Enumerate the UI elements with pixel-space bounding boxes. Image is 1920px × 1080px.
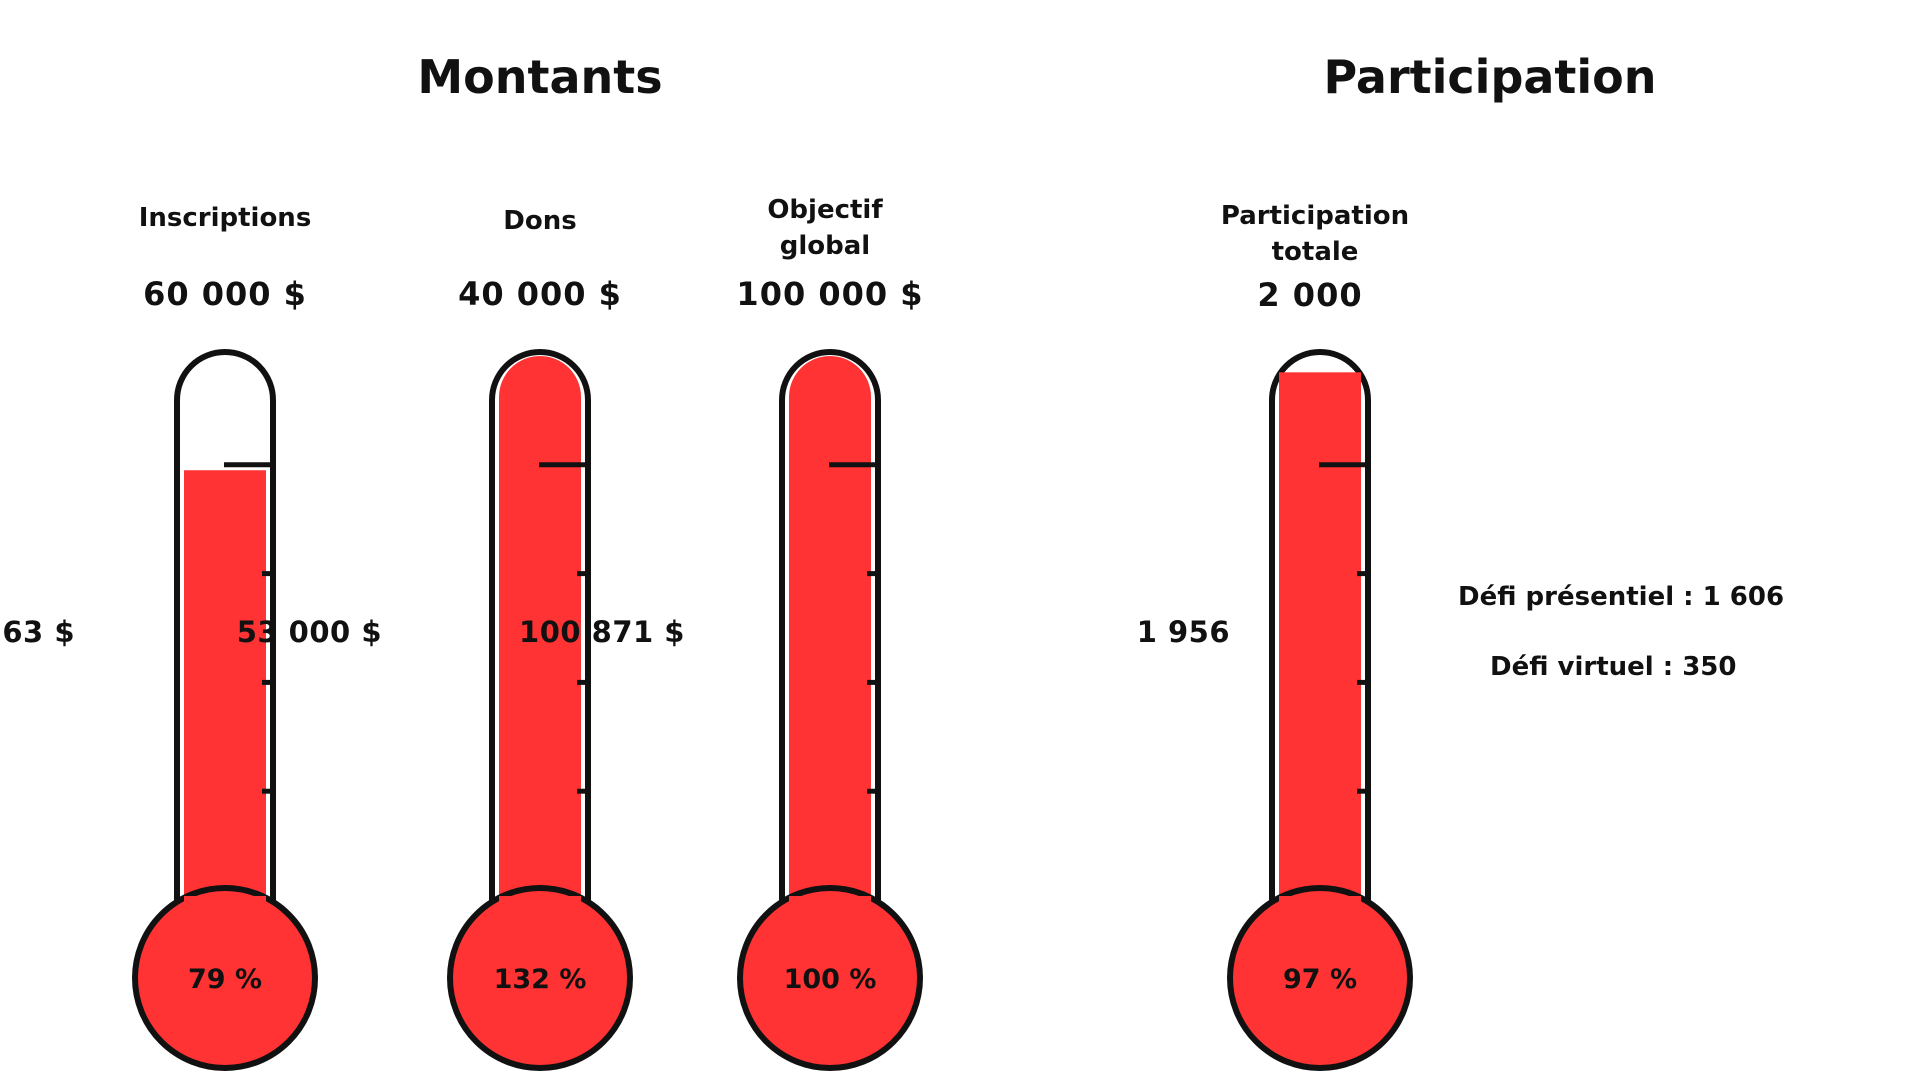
thermometer-neck xyxy=(184,896,266,926)
thermometer-fill xyxy=(789,356,871,910)
thermometer-current: 1 956 xyxy=(1136,615,1230,649)
thermometer-bulb xyxy=(737,885,923,1071)
thermometer-graphic: 100 % xyxy=(737,349,923,1071)
thermometer-objectif-global: Objectif global 100 000 $ 100 871 $ 100 … xyxy=(519,0,980,1080)
thermometer-fill xyxy=(184,470,266,910)
thermometer-bulb xyxy=(132,885,318,1071)
thermometer-target: 60 000 $ xyxy=(143,275,307,313)
defi-presentiel-note: Défi présentiel : 1 606 xyxy=(1458,582,1785,612)
montants-title: Montants xyxy=(417,50,663,104)
thermometer-label: Inscriptions xyxy=(138,203,312,233)
thermometer-current: 53 000 $ xyxy=(236,615,382,649)
thermometer-inscriptions: Inscriptions 60 000 $ 47 863 $ 79 % xyxy=(0,0,375,1080)
defi-virtuel-note: Défi virtuel : 350 xyxy=(1490,652,1737,682)
thermometer-bulb xyxy=(447,885,633,1071)
thermometer-label: Dons xyxy=(503,206,577,236)
thermometer-label: Objectif global xyxy=(767,195,883,261)
thermometer-label: Participation totale xyxy=(1220,201,1410,267)
thermometer-percent: 97 % xyxy=(1283,964,1357,995)
thermometer-graphic: 97 % xyxy=(1227,349,1413,1071)
thermometer-graphic: 132 % xyxy=(447,349,633,1071)
thermometer-target: 100 000 $ xyxy=(736,275,924,313)
thermometer-percent: 79 % xyxy=(188,964,262,995)
thermometer-fill xyxy=(1279,372,1361,910)
thermometer-neck xyxy=(789,896,871,926)
thermometer-neck xyxy=(1279,896,1361,926)
thermometer-percent: 132 % xyxy=(494,964,587,995)
thermometer-dons: Dons 40 000 $ 53 000 $ 132 % xyxy=(237,0,690,1080)
thermometer-participation: Participation totale 2 000 1 956 97 % xyxy=(1137,0,1470,1080)
thermometer-percent: 100 % xyxy=(784,964,877,995)
thermometer-graphic: 79 % xyxy=(132,349,318,1071)
thermometer-current: 100 871 $ xyxy=(519,615,685,649)
thermometer-bulb xyxy=(1227,885,1413,1071)
thermometer-neck xyxy=(499,896,581,926)
thermometer-current: 47 863 $ xyxy=(0,615,75,649)
thermometer-target: 2 000 xyxy=(1257,276,1363,314)
thermometer-target: 40 000 $ xyxy=(458,275,622,313)
thermometer-fill xyxy=(499,356,581,910)
participation-title: Participation xyxy=(1323,50,1657,104)
